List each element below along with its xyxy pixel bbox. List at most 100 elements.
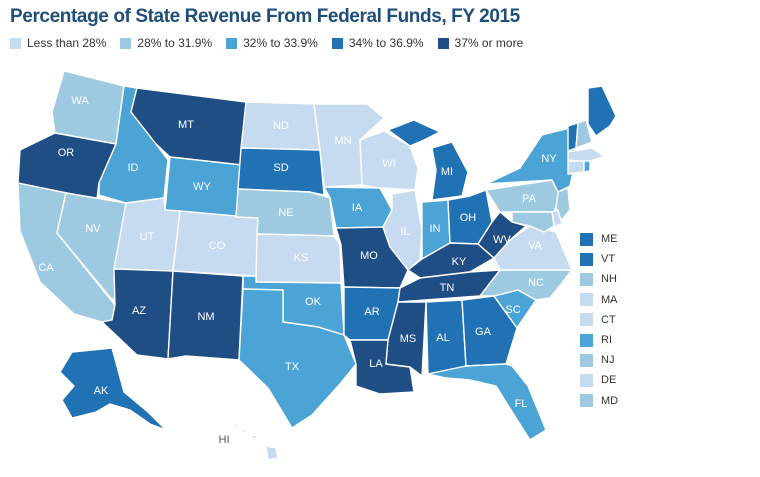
state-wi[interactable]: [359, 130, 419, 191]
state-label-ks: KS: [294, 252, 309, 264]
small-state-label: MA: [601, 293, 618, 306]
state-label-ak: AK: [94, 385, 109, 397]
small-state-ct[interactable]: CT: [580, 310, 618, 330]
state-nv[interactable]: [56, 192, 127, 302]
state-label-sc: SC: [505, 304, 520, 316]
small-state-swatch: [580, 293, 593, 307]
small-state-nh[interactable]: NH: [580, 269, 618, 289]
legend-item-28-31: 28% to 31.9%: [120, 36, 212, 50]
state-ny[interactable]: [485, 127, 577, 193]
small-state-swatch: [580, 373, 593, 387]
page-title: Percentage of State Revenue From Federal…: [10, 6, 520, 27]
state-me[interactable]: [587, 85, 617, 137]
small-state-ri[interactable]: RI: [580, 330, 618, 350]
state-fl[interactable]: [427, 363, 547, 441]
state-label-al: AL: [436, 332, 449, 344]
state-tx[interactable]: [238, 288, 357, 429]
state-label-mi: MI: [441, 166, 453, 178]
state-label-nm: NM: [197, 311, 214, 323]
state-nh[interactable]: [575, 119, 593, 149]
state-ma[interactable]: [567, 147, 605, 163]
legend-label: 37% or more: [454, 36, 524, 50]
state-label-ok: OK: [305, 296, 322, 308]
state-label-hi: HI: [219, 434, 230, 446]
small-state-label: RI: [601, 334, 612, 347]
state-label-mo: MO: [360, 250, 378, 262]
legend-item-32-33: 32% to 33.9%: [226, 36, 318, 50]
small-state-label: VT: [601, 253, 616, 266]
small-state-nj[interactable]: NJ: [580, 350, 618, 370]
small-state-label: NJ: [601, 354, 615, 367]
state-md[interactable]: [511, 211, 555, 233]
state-label-ga: GA: [475, 326, 492, 338]
legend-label: 34% to 36.9%: [348, 36, 424, 50]
state-label-wv: WV: [493, 234, 511, 246]
state-label-mt: MT: [178, 119, 194, 131]
state-ct[interactable]: [567, 160, 585, 175]
small-state-swatch: [580, 232, 593, 246]
legend-label: Less than 28%: [27, 36, 107, 50]
state-label-la: LA: [369, 358, 383, 370]
state-hi[interactable]: [231, 423, 279, 461]
state-label-ms: MS: [400, 333, 417, 345]
legend-swatch: [226, 37, 238, 49]
legend-swatch: [331, 37, 343, 49]
legend-label: 28% to 31.9%: [137, 36, 213, 50]
state-ri[interactable]: [583, 160, 591, 173]
legend-swatch: [437, 37, 449, 49]
legend-item-37plus: 37% or more: [437, 36, 524, 50]
small-state-swatch: [580, 333, 593, 347]
state-label-co: CO: [209, 240, 226, 252]
state-label-in: IN: [430, 223, 441, 235]
small-state-swatch: [580, 313, 593, 327]
small-state-swatch: [580, 252, 593, 266]
state-label-mn: MN: [334, 135, 351, 147]
state-label-oh: OH: [460, 212, 477, 224]
small-state-label: CT: [601, 313, 616, 326]
small-state-vt[interactable]: VT: [580, 249, 618, 269]
state-label-va: VA: [528, 240, 543, 252]
state-label-ca: CA: [38, 262, 54, 274]
state-label-az: AZ: [132, 305, 146, 317]
state-label-tx: TX: [285, 361, 300, 373]
state-label-nc: NC: [528, 277, 544, 289]
legend-label: 32% to 33.9%: [243, 36, 318, 50]
state-label-il: IL: [400, 226, 409, 238]
legend-item-lt28: Less than 28%: [10, 36, 106, 50]
state-label-wa: WA: [71, 95, 89, 107]
state-label-wi: WI: [382, 158, 395, 170]
state-label-ar: AR: [364, 306, 379, 318]
small-state-ma[interactable]: MA: [580, 290, 618, 310]
state-label-or: OR: [58, 147, 75, 159]
state-label-ny: NY: [541, 153, 557, 165]
state-shapes: [17, 70, 617, 461]
state-label-ia: IA: [352, 202, 363, 214]
small-state-me[interactable]: ME: [580, 229, 618, 249]
small-state-label: NH: [601, 273, 617, 286]
state-labels: WA OR CA NV ID MT WY UT CO AZ NM ND SD N…: [38, 95, 557, 446]
small-state-label: DE: [601, 374, 617, 387]
small-states-list: ME VT NH MA CT RI NJ DE MD: [580, 229, 618, 411]
state-label-fl: FL: [515, 398, 528, 410]
state-nm[interactable]: [167, 270, 244, 361]
state-label-ky: KY: [452, 256, 467, 268]
state-label-pa: PA: [522, 193, 537, 205]
small-state-de[interactable]: DE: [580, 370, 618, 390]
state-mi[interactable]: [387, 119, 469, 201]
small-state-swatch: [580, 272, 593, 286]
small-state-swatch: [580, 394, 593, 408]
state-label-nv: NV: [85, 223, 101, 235]
legend-swatch: [120, 37, 132, 49]
small-state-swatch: [580, 353, 593, 367]
state-label-wy: WY: [193, 181, 211, 193]
state-label-nd: ND: [273, 120, 289, 132]
state-ks[interactable]: [255, 233, 342, 284]
state-ak[interactable]: [59, 347, 167, 431]
small-state-md[interactable]: MD: [580, 391, 618, 411]
state-label-sd: SD: [273, 162, 288, 174]
state-label-ne: NE: [278, 207, 293, 219]
state-wa[interactable]: [51, 70, 125, 145]
state-label-id: ID: [128, 162, 139, 174]
small-state-label: MD: [601, 394, 619, 407]
